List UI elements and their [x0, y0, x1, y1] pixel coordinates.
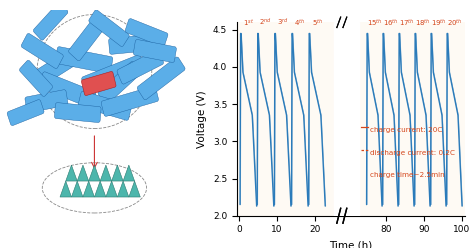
FancyBboxPatch shape [89, 10, 129, 47]
Text: 15$^{th}$: 15$^{th}$ [367, 17, 383, 28]
Text: 3$^{rd}$: 3$^{rd}$ [277, 17, 289, 28]
Polygon shape [83, 181, 94, 197]
Bar [334, 22, 359, 216]
Text: 2$^{nd}$: 2$^{nd}$ [259, 17, 272, 28]
Y-axis label: Voltage (V): Voltage (V) [197, 90, 207, 148]
FancyBboxPatch shape [117, 50, 164, 84]
FancyBboxPatch shape [109, 34, 159, 54]
FancyBboxPatch shape [7, 99, 44, 126]
FancyBboxPatch shape [69, 14, 108, 61]
Text: 5$^{th}$: 5$^{th}$ [311, 17, 323, 28]
Polygon shape [123, 165, 135, 181]
Polygon shape [94, 181, 106, 197]
FancyBboxPatch shape [101, 86, 158, 116]
Text: charge current: 20C: charge current: 20C [370, 127, 442, 133]
Polygon shape [66, 165, 77, 181]
Text: discharge current: 0.2C: discharge current: 0.2C [370, 150, 455, 155]
Text: 16$^{th}$: 16$^{th}$ [383, 17, 399, 28]
Polygon shape [60, 181, 72, 197]
FancyBboxPatch shape [55, 103, 101, 123]
FancyBboxPatch shape [82, 55, 145, 93]
FancyBboxPatch shape [133, 39, 176, 62]
FancyBboxPatch shape [32, 47, 82, 87]
Text: 18$^{th}$: 18$^{th}$ [415, 17, 430, 28]
Polygon shape [72, 181, 83, 197]
FancyBboxPatch shape [55, 47, 113, 74]
Polygon shape [129, 181, 140, 197]
Text: 17$^{th}$: 17$^{th}$ [399, 17, 414, 28]
FancyBboxPatch shape [33, 2, 68, 40]
Polygon shape [77, 165, 89, 181]
FancyBboxPatch shape [39, 72, 96, 108]
Text: 19$^{th}$: 19$^{th}$ [431, 17, 447, 28]
X-axis label: Time (h): Time (h) [329, 240, 373, 248]
Text: 4$^{th}$: 4$^{th}$ [294, 17, 306, 28]
FancyBboxPatch shape [19, 60, 53, 96]
Polygon shape [112, 165, 123, 181]
Polygon shape [89, 165, 100, 181]
Text: 1$^{st}$: 1$^{st}$ [243, 17, 254, 28]
FancyBboxPatch shape [98, 62, 141, 104]
Text: 20$^{th}$: 20$^{th}$ [447, 17, 463, 28]
FancyBboxPatch shape [21, 33, 64, 69]
FancyBboxPatch shape [78, 91, 131, 120]
FancyBboxPatch shape [137, 57, 185, 100]
Polygon shape [118, 181, 129, 197]
Polygon shape [106, 181, 118, 197]
FancyBboxPatch shape [82, 71, 116, 95]
Polygon shape [100, 165, 112, 181]
FancyBboxPatch shape [125, 19, 168, 47]
FancyBboxPatch shape [25, 90, 68, 113]
Text: charge time~2.5min: charge time~2.5min [370, 172, 444, 178]
